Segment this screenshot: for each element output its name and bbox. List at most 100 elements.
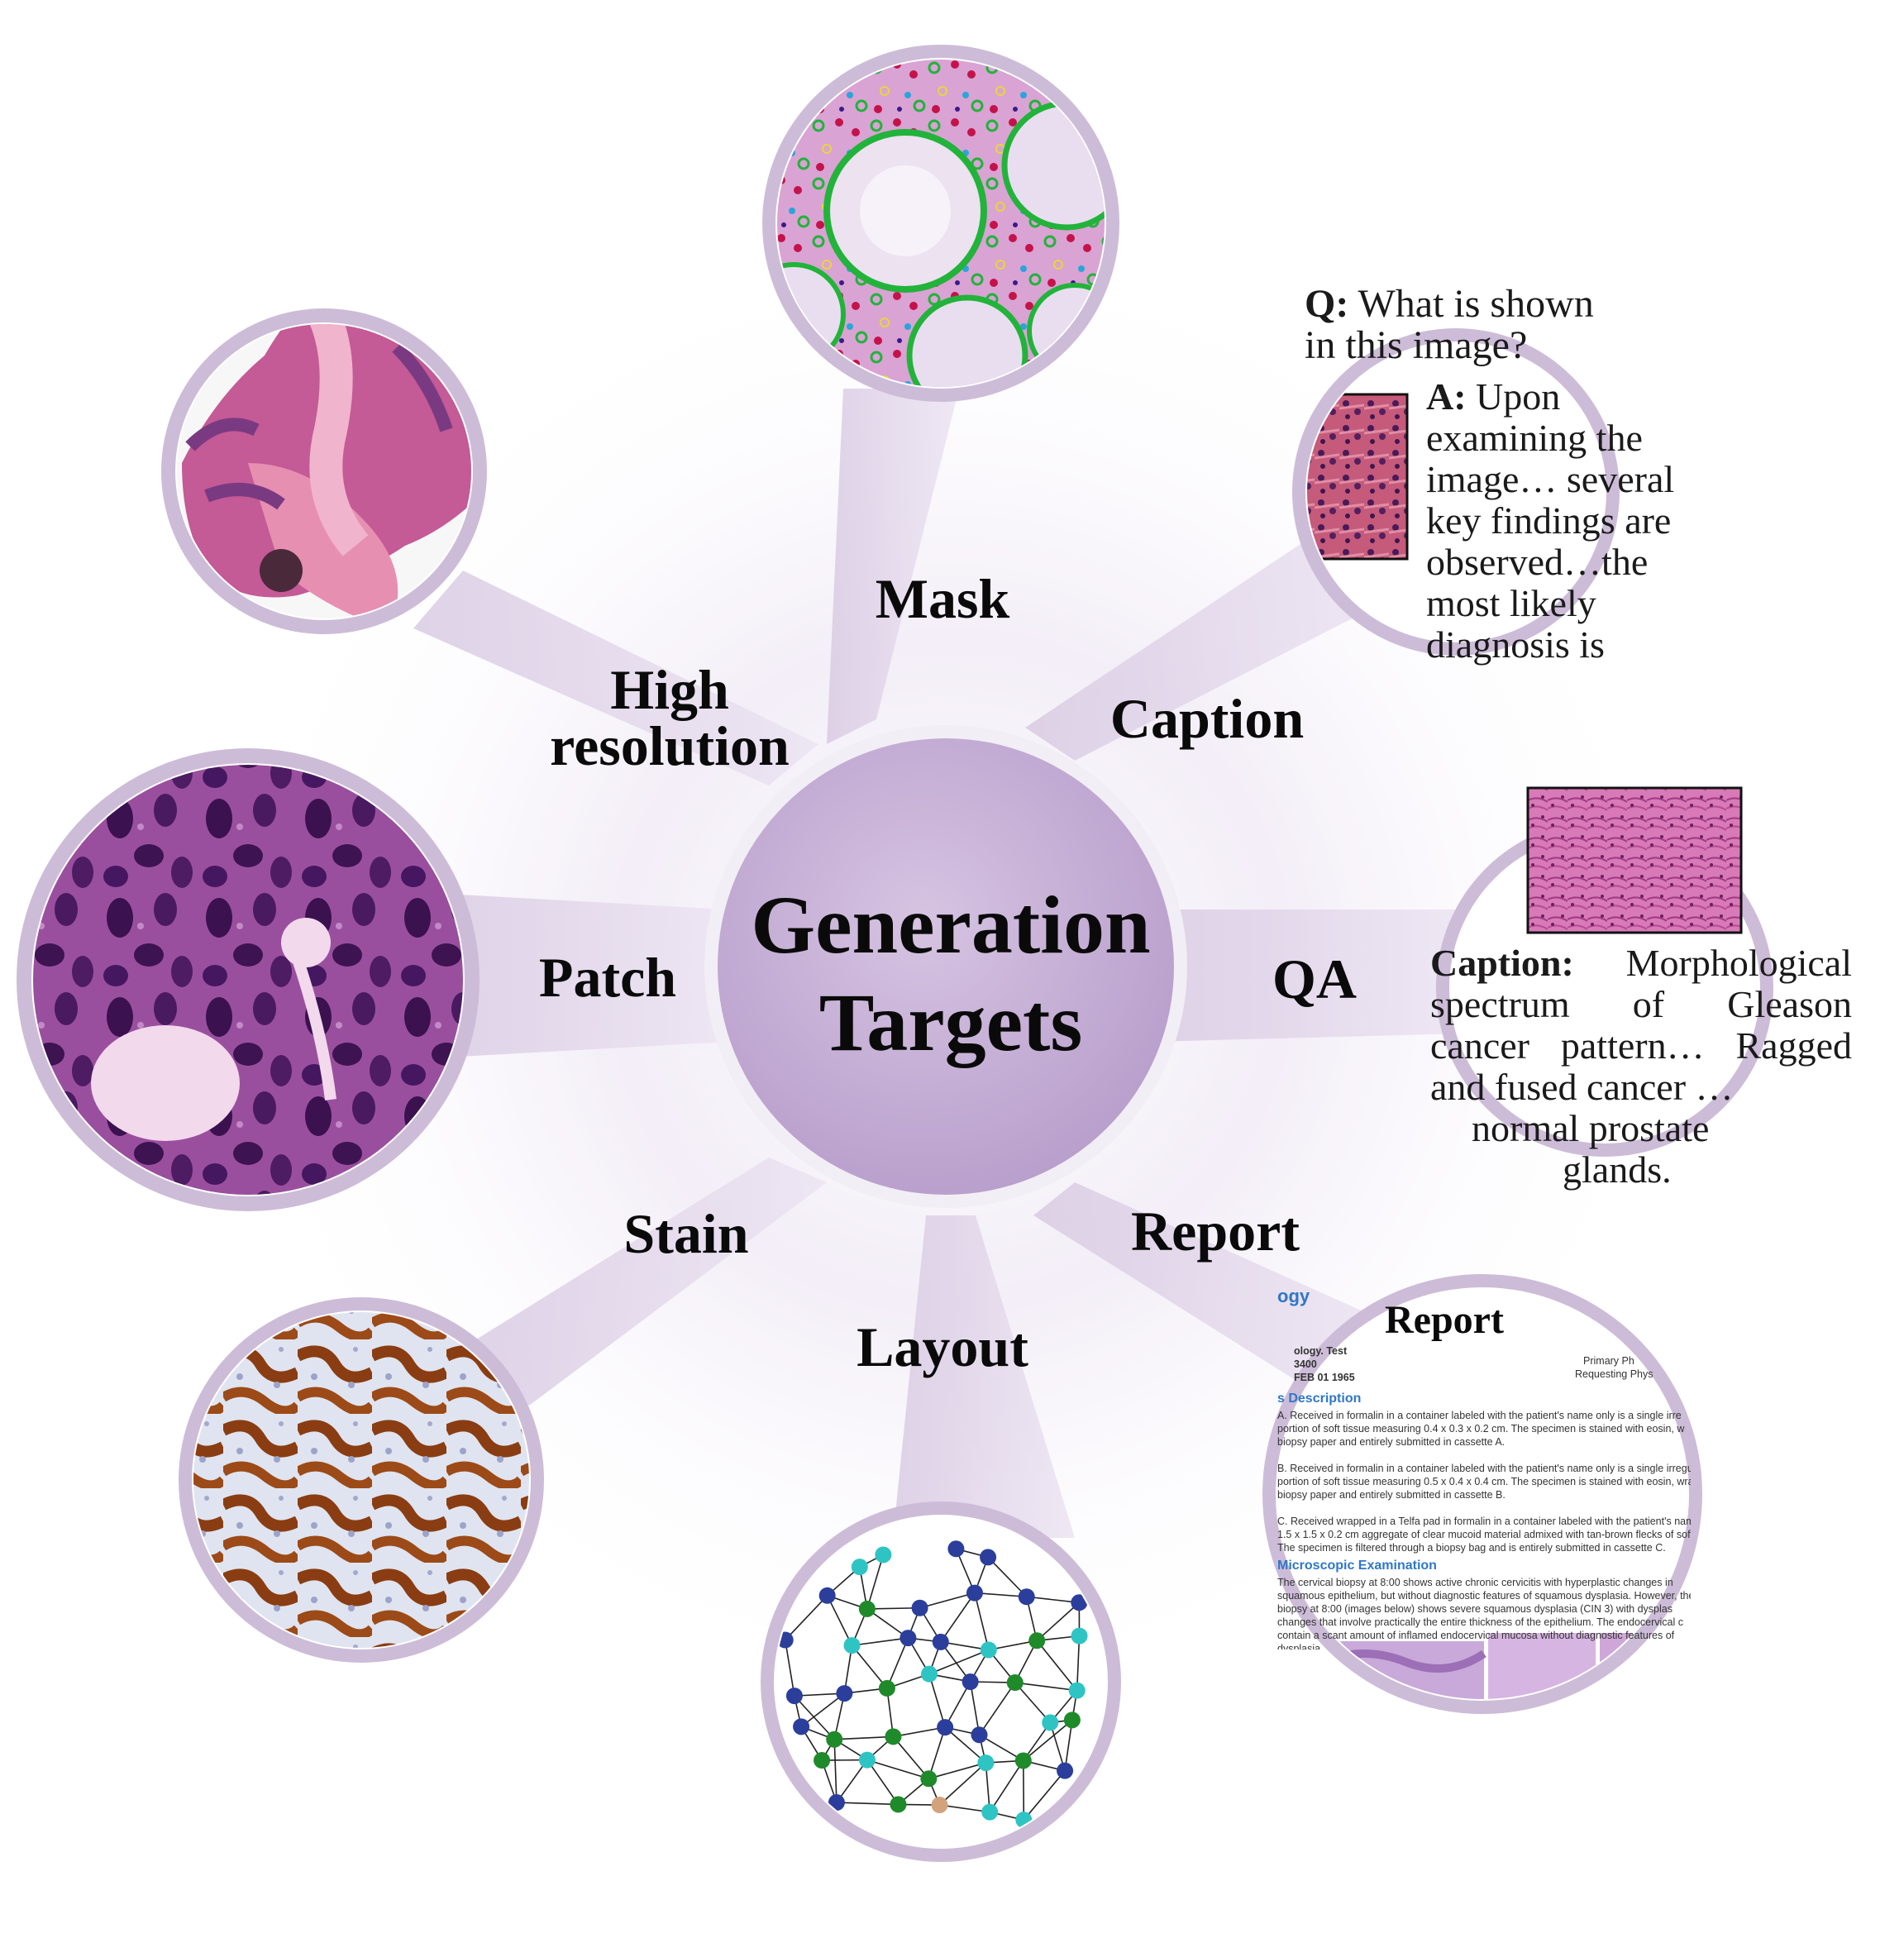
qa-caption-line: spectrum of Gleason xyxy=(1430,983,1852,1025)
graph-edge xyxy=(1014,1682,1077,1692)
label-qa: QA xyxy=(1272,948,1357,1010)
graph-node xyxy=(858,1600,876,1617)
graph-node xyxy=(818,1587,836,1604)
qa-caption-label: Caption: xyxy=(1430,942,1574,984)
graph-edge xyxy=(794,1695,835,1740)
graph-node xyxy=(890,1796,907,1813)
graph-edge xyxy=(1023,1770,1066,1821)
graph-edge xyxy=(836,1802,899,1806)
graph-node xyxy=(858,1751,876,1769)
layout-graph xyxy=(776,1540,1088,1829)
graph-node xyxy=(1068,1682,1086,1699)
graph-edge xyxy=(1023,1719,1073,1762)
report-section-microscopic: Microscopic Examination xyxy=(1277,1559,1437,1573)
label-high-resolution: High resolution xyxy=(521,661,818,774)
report-meta: ology. Test xyxy=(1294,1345,1348,1357)
report-document: ogy Report ology. Test 3400 FEB 01 1965 … xyxy=(1277,1286,1691,1649)
graph-node xyxy=(828,1794,845,1812)
graph-edge xyxy=(1064,1720,1073,1771)
qa-caption-line: cancer pattern… Ragged xyxy=(1430,1024,1852,1067)
caption-q-line2: in this image? xyxy=(1305,323,1528,367)
graph-node xyxy=(836,1685,853,1702)
graph-node xyxy=(962,1673,979,1691)
graph-edge xyxy=(800,1692,845,1727)
graph-edge xyxy=(785,1595,828,1641)
report-line: The specimen is filtered through a biops… xyxy=(1277,1542,1666,1554)
qa-caption-line: glands. xyxy=(1563,1148,1672,1191)
label-mask: Mask xyxy=(875,567,1010,630)
graph-node xyxy=(920,1770,938,1788)
report-section-description: s Description xyxy=(1277,1392,1362,1406)
graph-edge xyxy=(866,1608,909,1639)
caption-a-line: examining the xyxy=(1426,417,1643,459)
graph-node xyxy=(885,1728,902,1745)
graph-node xyxy=(826,1731,843,1748)
graph-node xyxy=(1071,1627,1088,1645)
caption-q-label: Q: xyxy=(1305,282,1349,326)
report-meta-right: Primary Ph xyxy=(1583,1355,1634,1367)
graph-edge xyxy=(892,1735,929,1779)
graph-node xyxy=(851,1559,868,1576)
caption-a-line: key findings are xyxy=(1426,499,1672,542)
report-line: biopsy paper and entirely submitted in c… xyxy=(1277,1436,1506,1448)
graph-edge xyxy=(784,1640,795,1697)
graph-node xyxy=(793,1718,810,1735)
qa-caption-line: normal prostate xyxy=(1472,1107,1710,1149)
graph-edge xyxy=(836,1759,868,1803)
graph-edge xyxy=(1049,1722,1066,1771)
qa-sample-image xyxy=(1526,786,1743,934)
graph-edge xyxy=(919,1592,976,1609)
graph-node xyxy=(981,1803,999,1821)
graph-node xyxy=(875,1546,892,1563)
label-high-resolution-line2: resolution xyxy=(550,714,790,777)
center-title-line2: Targets xyxy=(818,976,1083,1068)
graph-edge xyxy=(944,1681,971,1728)
graph-edge xyxy=(866,1554,885,1610)
caption-q-line1: What is shown xyxy=(1358,282,1594,326)
caption-answer: A: Upon examining the image… several key… xyxy=(1426,376,1674,666)
report-line: contain a scant amount of inflamed endoc… xyxy=(1277,1630,1675,1641)
graph-node xyxy=(947,1540,965,1558)
graph-node xyxy=(920,1665,938,1683)
graph-edge xyxy=(928,1649,990,1675)
graph-node xyxy=(1063,1711,1081,1729)
report-line: C. Received wrapped in a Telfa pad in fo… xyxy=(1277,1516,1691,1527)
center-title-line1: Generation xyxy=(751,879,1151,971)
report-line: The cervical biopsy at 8:00 shows active… xyxy=(1277,1577,1673,1588)
report-header-fragment: ogy xyxy=(1277,1286,1310,1306)
graph-edge xyxy=(1026,1596,1080,1604)
report-line: biopsy paper and entirely submitted in c… xyxy=(1277,1489,1506,1501)
high-resolution-bubble xyxy=(161,308,487,634)
graph-node xyxy=(900,1630,917,1647)
report-line: squamous epithelium, but without diagnos… xyxy=(1277,1590,1691,1602)
report-line: portion of soft tissue measuring 0.5 x 0… xyxy=(1277,1476,1691,1487)
caption-question: Q: What is shown in this image? xyxy=(1305,284,1594,366)
report-line: dysplasia. xyxy=(1277,1643,1324,1649)
label-caption: Caption xyxy=(1109,687,1305,750)
graph-edge xyxy=(1036,1640,1078,1692)
report-title: Report xyxy=(1385,1298,1504,1342)
graph-node xyxy=(1071,1594,1088,1611)
report-meta: FEB 01 1965 xyxy=(1294,1372,1355,1383)
graph-node xyxy=(1057,1762,1074,1779)
graph-edge xyxy=(866,1759,929,1780)
graph-edge xyxy=(834,1735,894,1740)
caption-a-label: A: xyxy=(1426,375,1467,418)
caption-a-line: observed…the xyxy=(1426,541,1649,583)
graph-node xyxy=(1028,1632,1046,1649)
graph-node xyxy=(1042,1714,1059,1731)
graph-node xyxy=(932,1633,949,1650)
qa-caption-line1: Morphological xyxy=(1625,942,1852,984)
report-line: portion of soft tissue measuring 0.4 x 0… xyxy=(1277,1423,1685,1435)
graph-edge xyxy=(978,1682,1016,1735)
mask-bubble xyxy=(762,45,1119,402)
layout-bubble xyxy=(761,1501,1121,1862)
caption-a-line: diagnosis is xyxy=(1426,623,1605,666)
graph-node xyxy=(843,1637,861,1654)
graph-edge xyxy=(928,1673,946,1728)
connector-beams xyxy=(413,389,1463,1538)
report-line: A. Received in formalin in a container l… xyxy=(1277,1410,1682,1421)
graph-edge xyxy=(893,1726,946,1738)
qa-caption-text: Caption: Morphological spectrum of Gleaso… xyxy=(1430,943,1852,1191)
graph-edge xyxy=(987,1556,1028,1597)
